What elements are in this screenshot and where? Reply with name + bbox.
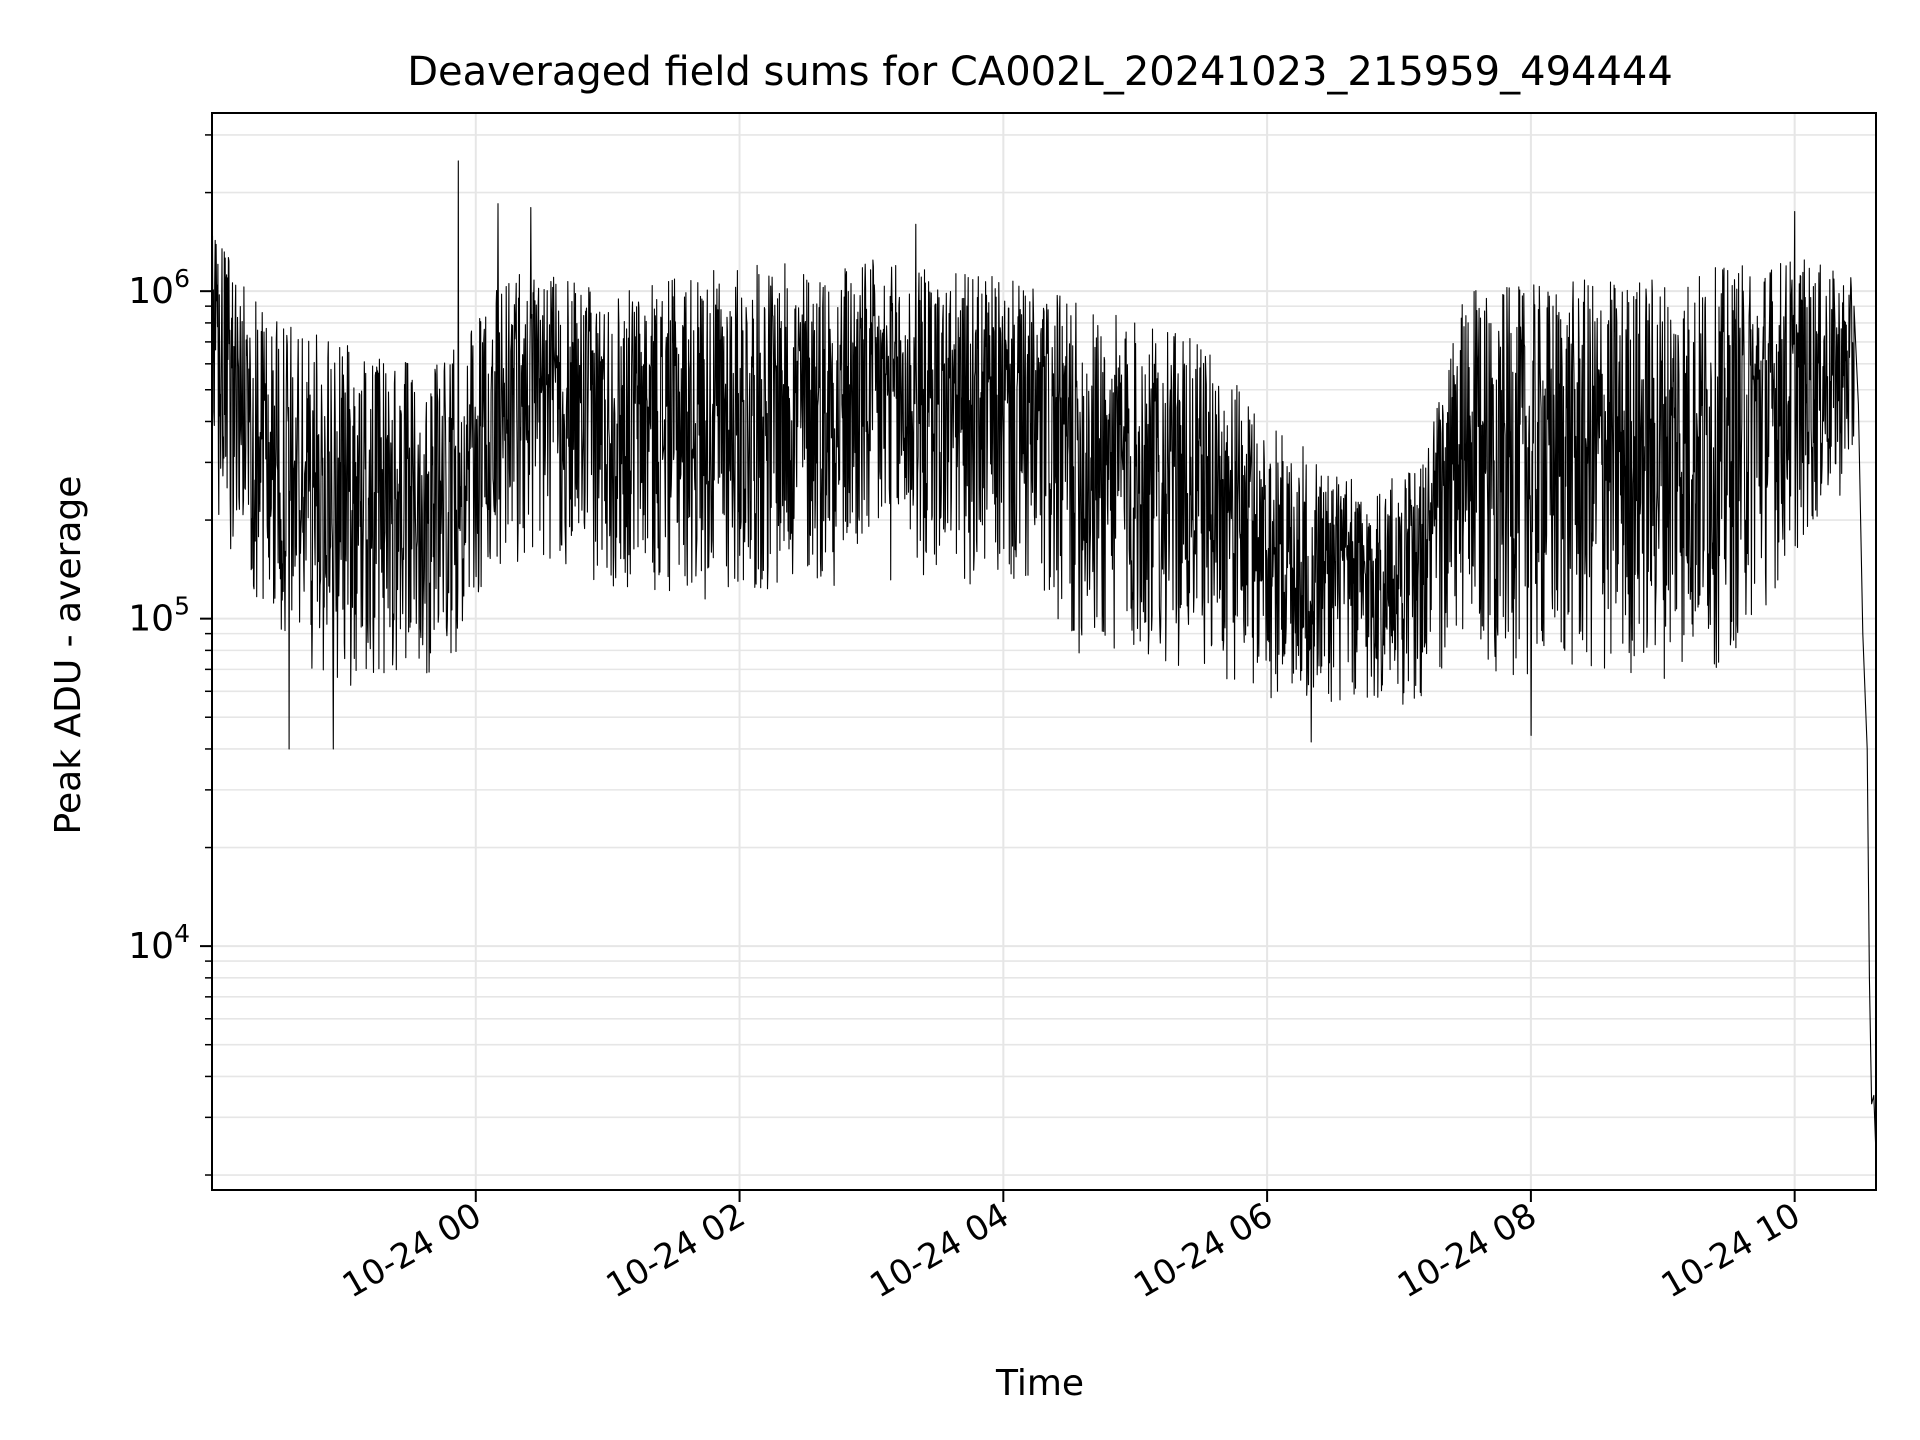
series-line-path — [211, 160, 1877, 1156]
x-tick-label: 10-24 06 — [1127, 1195, 1279, 1306]
x-axis-ticks: 10-24 00 10-24 02 10-24 04 10-24 06 10-24 08… — [336, 1190, 1807, 1306]
y-tick-label-exponent: 4 — [174, 919, 190, 948]
x-tick-label: 10-24 08 — [1391, 1195, 1543, 1306]
x-axis-label: Time — [995, 1363, 1084, 1404]
x-tick-label: 10-24 00 — [336, 1195, 488, 1306]
x-tick-label: 10-24 04 — [863, 1195, 1015, 1306]
y-axis-label: Peak ADU - average — [48, 476, 89, 835]
y-tick-label-exponent: 6 — [174, 264, 190, 293]
x-tick-label: 10-24 02 — [600, 1195, 752, 1306]
grid — [212, 113, 1876, 1190]
y-tick-label-base: 10 — [128, 599, 174, 640]
y-tick-label-base: 10 — [128, 271, 174, 312]
y-tick-label-base: 10 — [128, 926, 174, 967]
x-tick-label: 10-24 10 — [1655, 1195, 1807, 1306]
y-tick-label: 105 — [128, 592, 190, 640]
y-tick-label: 106 — [128, 264, 190, 312]
y-tick-label-exponent: 5 — [174, 592, 190, 621]
series-line — [211, 160, 1877, 1156]
chart-title: Deaveraged field sums for CA002L_2024102… — [407, 49, 1673, 95]
y-tick-label: 104 — [128, 919, 190, 967]
plot-frame — [211, 112, 1877, 1191]
